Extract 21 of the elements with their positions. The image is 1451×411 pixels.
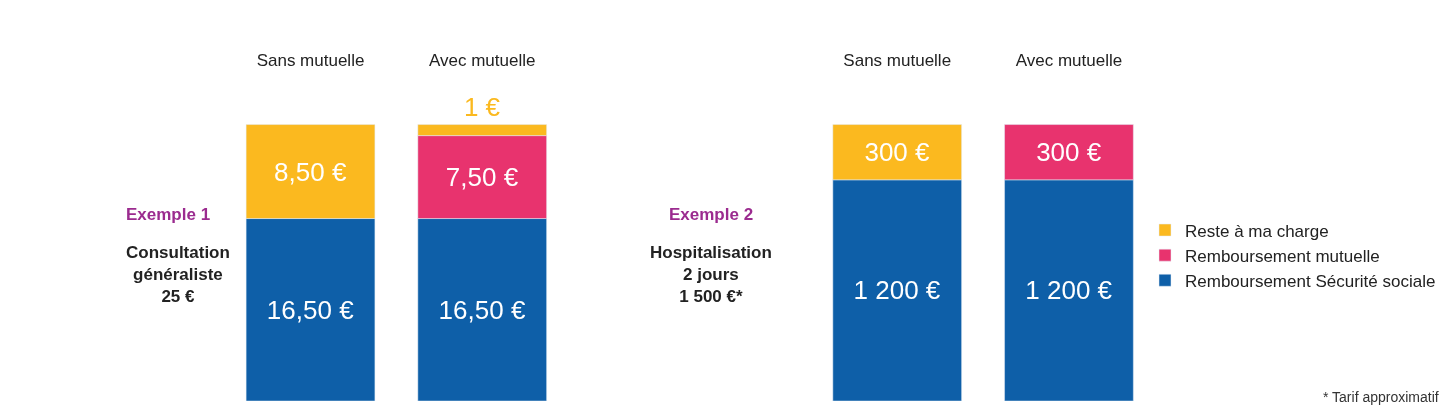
x-tick-label: Avec mutuelle bbox=[429, 50, 536, 70]
x-tick-label: Sans mutuelle bbox=[843, 50, 952, 70]
text: Exemple 2 bbox=[669, 205, 754, 224]
data-label: 16,50 € bbox=[266, 294, 355, 325]
text: Hospitalisation 2 jours 1 500 €* bbox=[650, 243, 772, 307]
data-label: 1 200 € bbox=[1025, 275, 1113, 306]
text: * Tarif approximatif bbox=[1323, 389, 1439, 405]
data-label: 1 € bbox=[463, 91, 501, 122]
data-label: 300 € bbox=[1036, 137, 1102, 168]
legend-label: Remboursement Sécurité sociale bbox=[1185, 271, 1436, 291]
data-label: 7,50 € bbox=[445, 162, 519, 193]
annotation: Consultation généraliste 25 € bbox=[126, 243, 230, 307]
x-tick-label: Sans mutuelle bbox=[256, 50, 365, 70]
data-label: 16,50 € bbox=[438, 294, 526, 325]
legend-label: Remboursement mutuelle bbox=[1185, 246, 1380, 266]
data-label: 1 200 € bbox=[853, 275, 941, 306]
data-label: 8,50 € bbox=[274, 156, 347, 187]
x-tick-label: Avec mutuelle bbox=[1015, 50, 1123, 70]
data-label: 300 € bbox=[864, 137, 931, 168]
text: Exemple 1 bbox=[126, 205, 211, 224]
legend-label: Reste à ma charge bbox=[1185, 221, 1329, 241]
